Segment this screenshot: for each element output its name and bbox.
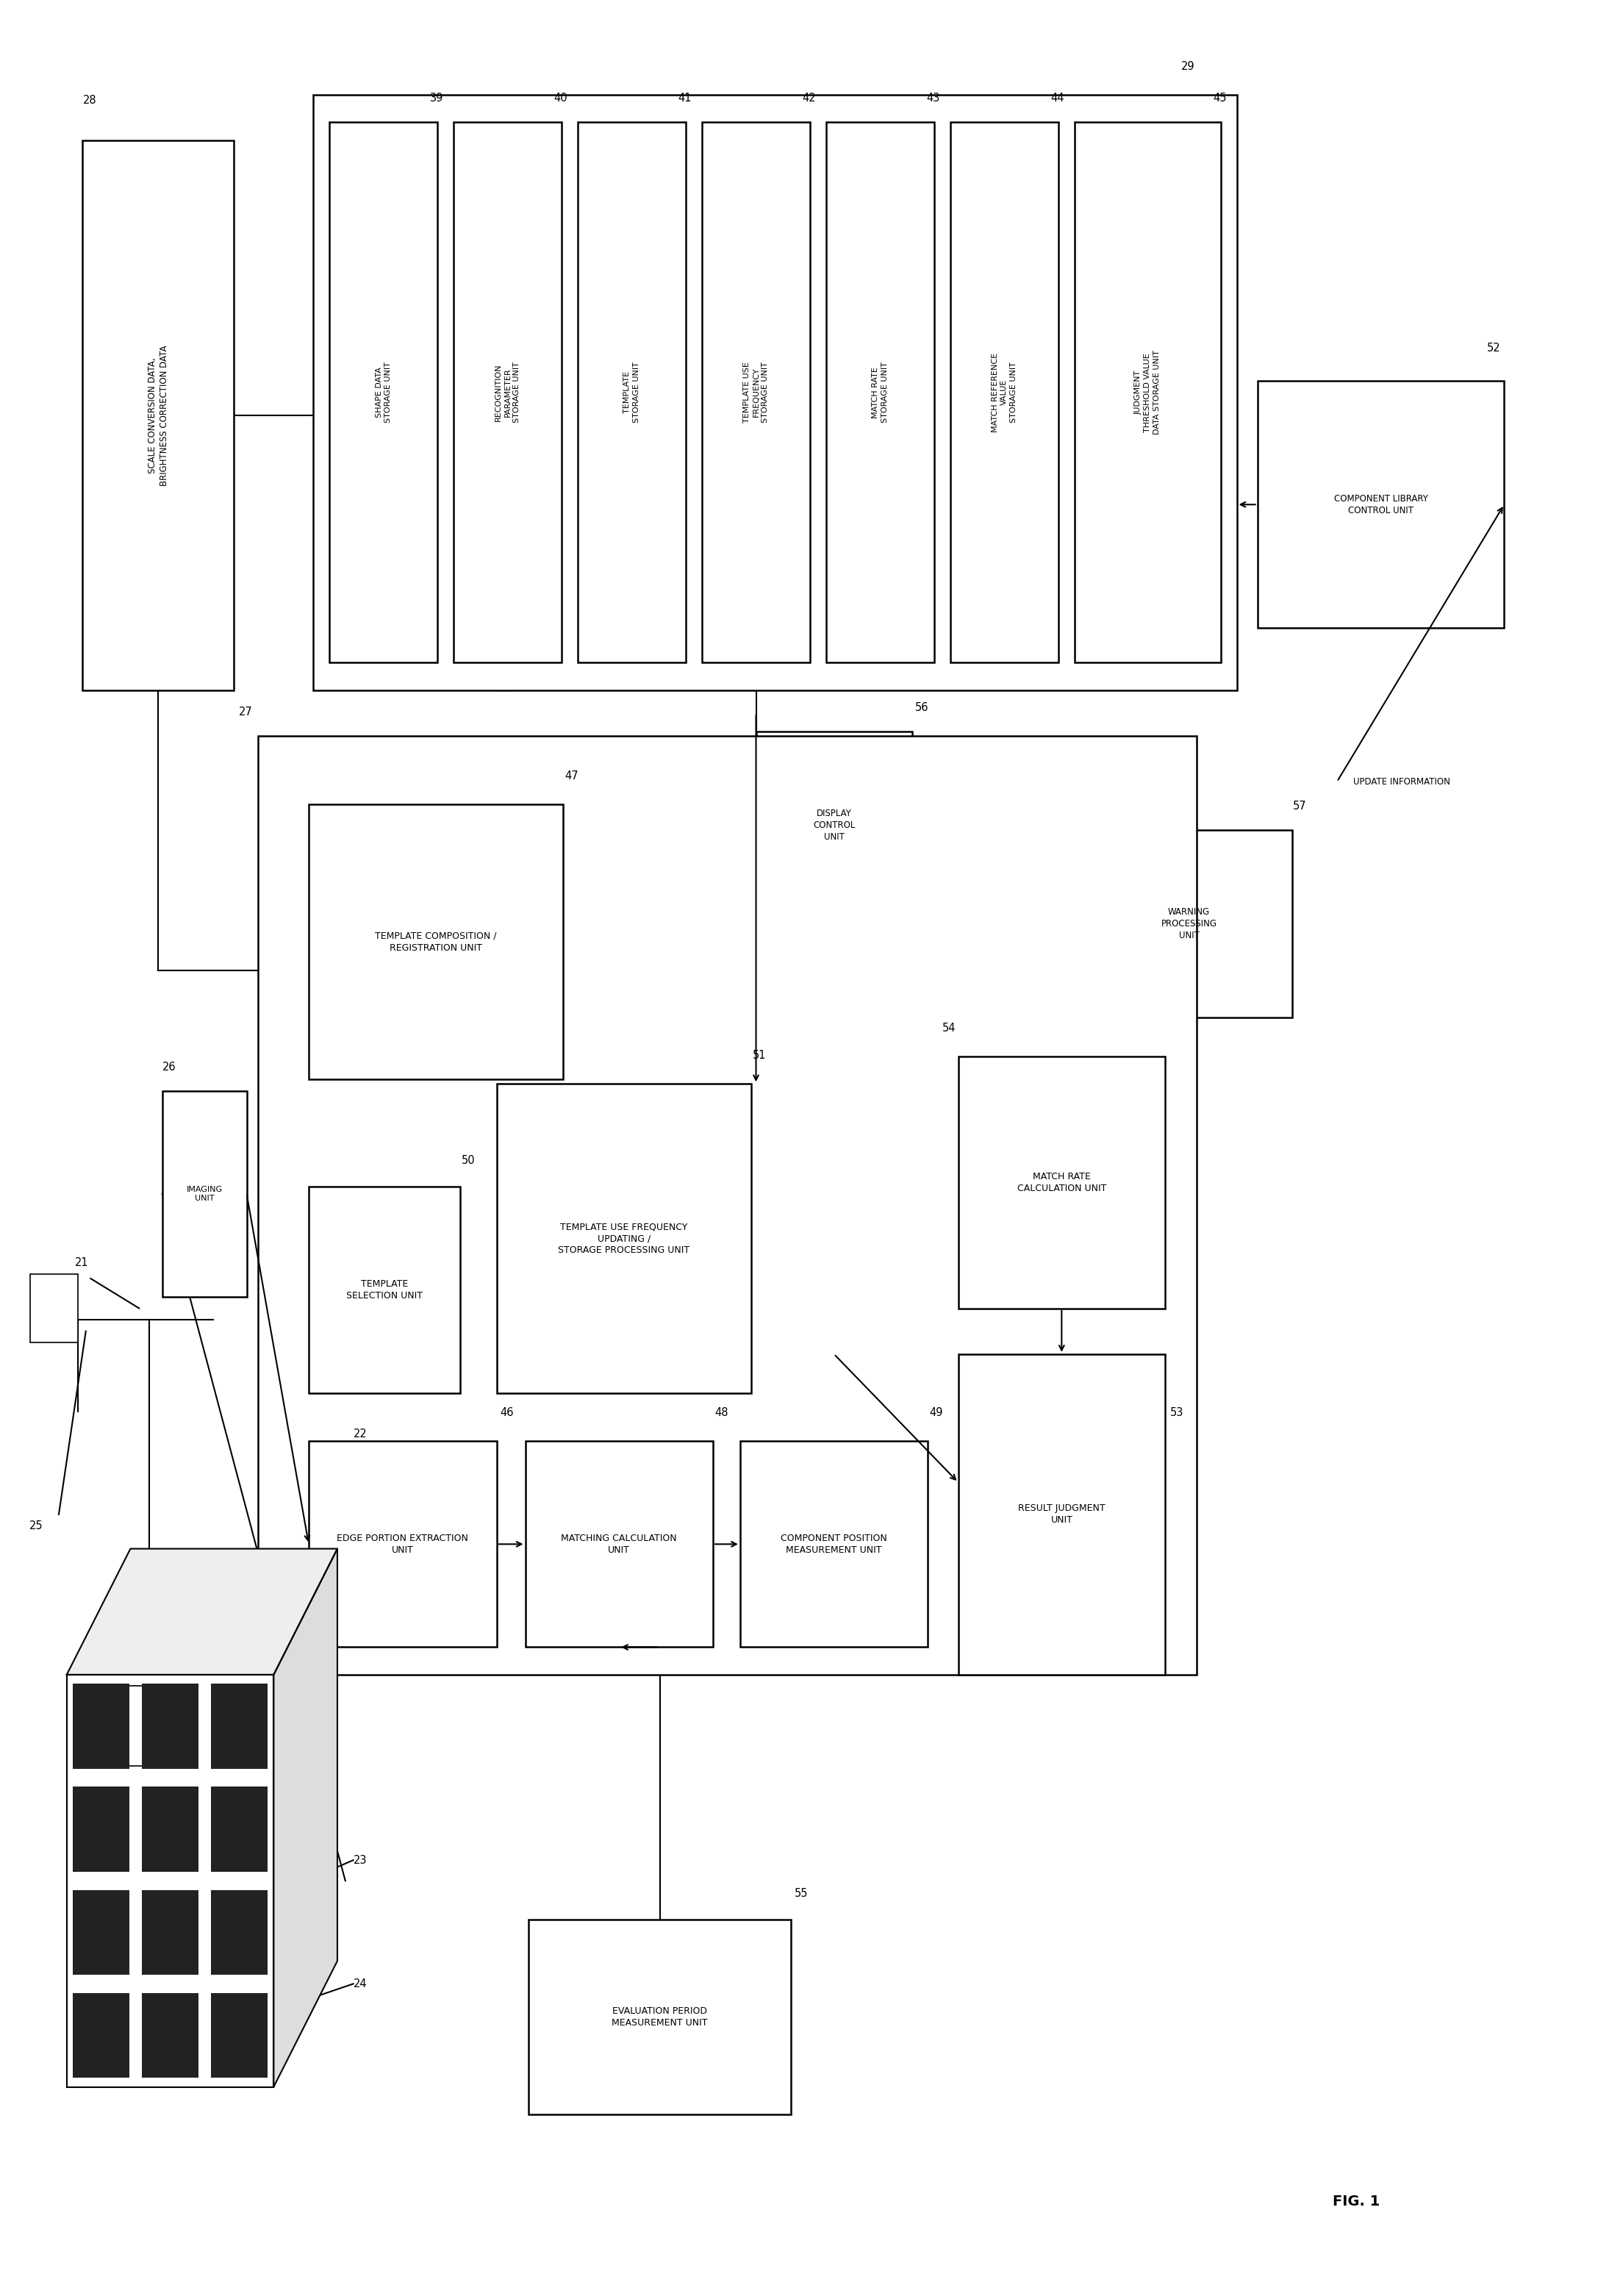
Bar bbox=[142, 1993, 198, 2078]
Bar bbox=[211, 1890, 267, 1975]
Bar bbox=[578, 122, 686, 664]
Text: TEMPLATE
STORAGE UNIT: TEMPLATE STORAGE UNIT bbox=[623, 363, 641, 422]
Text: UPDATE INFORMATION: UPDATE INFORMATION bbox=[1354, 776, 1449, 788]
Text: MATCH REFERENCE
VALUE
STORAGE UNIT: MATCH REFERENCE VALUE STORAGE UNIT bbox=[992, 354, 1018, 432]
Text: 55: 55 bbox=[794, 1887, 809, 1899]
Bar bbox=[74, 1890, 129, 1975]
Bar bbox=[142, 1890, 198, 1975]
Text: 46: 46 bbox=[500, 1407, 513, 1419]
Text: 43: 43 bbox=[927, 92, 940, 103]
Bar bbox=[30, 1274, 78, 1343]
Text: MATCH RATE
STORAGE UNIT: MATCH RATE STORAGE UNIT bbox=[873, 363, 888, 422]
Bar bbox=[740, 1442, 928, 1646]
Bar bbox=[74, 1786, 129, 1871]
Text: 42: 42 bbox=[802, 92, 817, 103]
Bar bbox=[74, 1683, 129, 1768]
Bar bbox=[1074, 122, 1221, 664]
Bar bbox=[257, 735, 1197, 1674]
Text: 44: 44 bbox=[1050, 92, 1064, 103]
Text: 54: 54 bbox=[943, 1022, 956, 1033]
Text: FIG. 1: FIG. 1 bbox=[1333, 2195, 1379, 2209]
Bar bbox=[526, 1442, 713, 1646]
Text: MATCH RATE
CALCULATION UNIT: MATCH RATE CALCULATION UNIT bbox=[1016, 1171, 1106, 1194]
Bar bbox=[497, 1084, 751, 1394]
Text: 51: 51 bbox=[753, 1049, 767, 1061]
Text: EVALUATION PERIOD
MEASUREMENT UNIT: EVALUATION PERIOD MEASUREMENT UNIT bbox=[612, 2007, 708, 2027]
Text: SHAPE DATA
STORAGE UNIT: SHAPE DATA STORAGE UNIT bbox=[376, 363, 392, 422]
Text: COMPONENT LIBRARY
CONTROL UNIT: COMPONENT LIBRARY CONTROL UNIT bbox=[1334, 494, 1429, 514]
Text: 45: 45 bbox=[1213, 92, 1227, 103]
Text: TEMPLATE USE
FREQUENCY
STORAGE UNIT: TEMPLATE USE FREQUENCY STORAGE UNIT bbox=[743, 363, 769, 422]
Text: DISPLAY
CONTROL
UNIT: DISPLAY CONTROL UNIT bbox=[813, 808, 855, 843]
Polygon shape bbox=[67, 1550, 337, 1674]
Bar bbox=[308, 804, 564, 1079]
Bar bbox=[826, 122, 935, 664]
Text: 41: 41 bbox=[678, 92, 692, 103]
Bar bbox=[959, 1355, 1165, 1674]
Text: JUDGMENT
THRESHOLD VALUE
DATA STORAGE UNIT: JUDGMENT THRESHOLD VALUE DATA STORAGE UN… bbox=[1135, 349, 1160, 434]
Bar bbox=[142, 1683, 198, 1768]
Bar bbox=[308, 1187, 460, 1394]
Text: WARNING
PROCESSING
UNIT: WARNING PROCESSING UNIT bbox=[1162, 907, 1218, 939]
Bar bbox=[142, 1786, 198, 1871]
Text: TEMPLATE USE FREQUENCY
UPDATING /
STORAGE PROCESSING UNIT: TEMPLATE USE FREQUENCY UPDATING / STORAG… bbox=[558, 1221, 690, 1256]
Text: 53: 53 bbox=[1170, 1407, 1184, 1419]
Text: 48: 48 bbox=[714, 1407, 729, 1419]
Text: 47: 47 bbox=[566, 771, 578, 781]
Text: 50: 50 bbox=[462, 1155, 475, 1166]
Bar bbox=[702, 122, 810, 664]
Bar bbox=[211, 1993, 267, 2078]
Text: 25: 25 bbox=[29, 1520, 43, 1531]
Text: 29: 29 bbox=[1181, 60, 1195, 71]
Text: RECOGNITION
PARAMETER
STORAGE UNIT: RECOGNITION PARAMETER STORAGE UNIT bbox=[495, 363, 521, 422]
Bar bbox=[74, 1993, 129, 2078]
Text: IMAGING
UNIT: IMAGING UNIT bbox=[187, 1185, 222, 1203]
Text: TEMPLATE COMPOSITION /
REGISTRATION UNIT: TEMPLATE COMPOSITION / REGISTRATION UNIT bbox=[376, 932, 497, 953]
Text: 39: 39 bbox=[430, 92, 443, 103]
Bar bbox=[529, 1919, 791, 2115]
Bar bbox=[211, 1683, 267, 1768]
Bar bbox=[163, 1091, 246, 1297]
Text: 23: 23 bbox=[353, 1855, 368, 1867]
Text: 40: 40 bbox=[555, 92, 567, 103]
Bar bbox=[313, 94, 1237, 691]
Bar bbox=[83, 140, 233, 691]
Text: TEMPLATE
SELECTION UNIT: TEMPLATE SELECTION UNIT bbox=[347, 1279, 422, 1300]
Polygon shape bbox=[67, 1674, 273, 2087]
Bar bbox=[1258, 381, 1504, 629]
Text: MATCHING CALCULATION
UNIT: MATCHING CALCULATION UNIT bbox=[561, 1534, 678, 1554]
Text: 52: 52 bbox=[1486, 342, 1501, 354]
Text: RESULT JUDGMENT
UNIT: RESULT JUDGMENT UNIT bbox=[1018, 1504, 1106, 1525]
Text: 56: 56 bbox=[916, 703, 928, 714]
Bar bbox=[211, 1786, 267, 1871]
Bar bbox=[308, 1442, 497, 1646]
Text: SCALE CONVERSION DATA,
BRIGHTNESS CORRECTION DATA: SCALE CONVERSION DATA, BRIGHTNESS CORREC… bbox=[147, 344, 169, 487]
Text: 28: 28 bbox=[83, 94, 96, 106]
Text: COMPONENT POSITION
MEASUREMENT UNIT: COMPONENT POSITION MEASUREMENT UNIT bbox=[781, 1534, 887, 1554]
Bar bbox=[1085, 829, 1293, 1017]
Text: 57: 57 bbox=[1293, 801, 1306, 810]
Bar bbox=[454, 122, 562, 664]
Text: 49: 49 bbox=[930, 1407, 943, 1419]
Text: 27: 27 bbox=[238, 707, 252, 719]
Text: EDGE PORTION EXTRACTION
UNIT: EDGE PORTION EXTRACTION UNIT bbox=[337, 1534, 468, 1554]
Bar bbox=[951, 122, 1058, 664]
Text: 21: 21 bbox=[75, 1256, 88, 1267]
Text: 24: 24 bbox=[353, 1979, 368, 1988]
Bar bbox=[75, 1685, 155, 1766]
Text: 26: 26 bbox=[163, 1061, 176, 1072]
Text: 22: 22 bbox=[353, 1428, 368, 1440]
Polygon shape bbox=[273, 1550, 337, 2087]
Bar bbox=[959, 1056, 1165, 1309]
Bar bbox=[329, 122, 438, 664]
Bar bbox=[756, 730, 912, 918]
